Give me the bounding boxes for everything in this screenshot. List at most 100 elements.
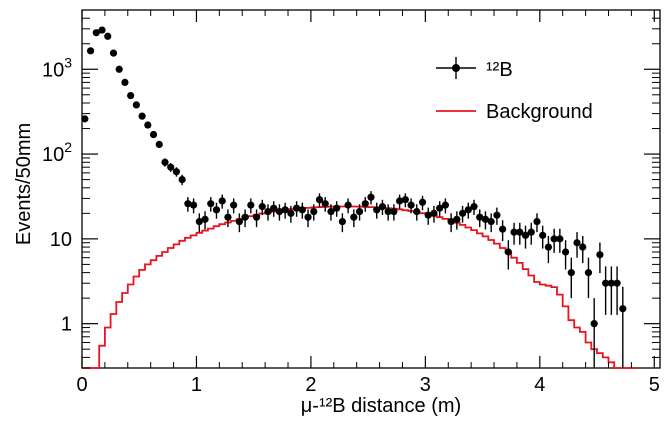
data-point [361, 197, 369, 212]
y-tick-label: 103 [42, 54, 72, 81]
data-point [218, 194, 226, 209]
data-point [155, 140, 163, 149]
data-point [430, 205, 438, 223]
point-marker [561, 248, 570, 256]
point-marker [86, 47, 95, 55]
point-marker [207, 200, 215, 208]
point-marker [241, 213, 249, 221]
data-point [298, 202, 306, 219]
data-point [275, 204, 284, 221]
x-tick-label: 4 [534, 374, 545, 396]
data-point [373, 202, 381, 219]
data-point [258, 199, 266, 216]
y-tick-label: 10 [50, 229, 72, 251]
point-marker [144, 121, 152, 129]
plot-area-frame [81, 9, 661, 369]
data-point [201, 211, 209, 230]
point-marker [298, 206, 306, 214]
point-marker [441, 201, 449, 209]
point-marker [567, 269, 575, 277]
data-point [418, 195, 427, 211]
data-point [458, 205, 467, 223]
data-point [544, 235, 553, 264]
point-marker [573, 239, 581, 247]
data-point [127, 91, 135, 100]
data-point [413, 204, 421, 221]
legend: ¹²B Background [436, 57, 593, 123]
data-point [390, 204, 398, 221]
data-point [98, 26, 106, 34]
data-point [504, 240, 512, 270]
data-point [81, 115, 89, 123]
data-point [424, 207, 432, 225]
legend-entry-background: Background [436, 101, 593, 123]
data-point [590, 298, 598, 368]
data-point [573, 232, 581, 258]
data-point [235, 213, 243, 233]
data-point [447, 213, 455, 233]
point-marker [132, 101, 140, 109]
point-marker [184, 200, 192, 208]
point-marker [550, 235, 558, 243]
data-point [315, 193, 324, 208]
data-point [527, 222, 535, 245]
point-marker [115, 65, 123, 73]
plot-frame [81, 9, 661, 369]
x-tick-label: 5 [649, 374, 660, 396]
point-marker [418, 198, 427, 206]
data-point [596, 242, 604, 274]
data-point [602, 266, 610, 315]
data-point [481, 211, 490, 230]
data-point [396, 194, 404, 209]
point-marker [104, 32, 112, 40]
legend-marker-point [452, 64, 460, 72]
point-marker [338, 217, 346, 226]
data-point [132, 101, 140, 109]
point-marker [287, 209, 295, 217]
point-marker [218, 197, 226, 205]
point-marker [453, 215, 461, 223]
point-marker [350, 213, 358, 221]
data-point [241, 209, 249, 228]
point-marker [264, 207, 272, 216]
data-point [281, 202, 289, 219]
data-point [401, 193, 409, 208]
data-point [470, 199, 478, 216]
data-point [516, 222, 524, 245]
point-marker [527, 228, 535, 236]
point-marker [447, 217, 455, 226]
y-tick-label: 1 [61, 314, 72, 336]
data-point [567, 257, 575, 299]
point-marker [516, 228, 524, 236]
point-marker [493, 211, 501, 219]
point-marker [121, 78, 129, 87]
data-point [161, 158, 169, 167]
point-marker [390, 207, 398, 216]
point-marker [579, 243, 587, 251]
point-marker [430, 209, 438, 217]
axis-labels: μ-¹²B distance (m) Events/50mm [13, 123, 461, 417]
x-tick-label: 1 [191, 374, 202, 396]
point-marker [195, 217, 203, 226]
y-tick-label: 102 [42, 139, 72, 166]
data-point [109, 49, 118, 57]
point-marker [544, 243, 553, 251]
data-point [287, 205, 295, 223]
data-point [212, 202, 221, 219]
data-point [304, 209, 312, 228]
point-marker [476, 213, 484, 221]
data-point [384, 204, 392, 221]
data-point [476, 209, 484, 228]
point-marker [304, 213, 312, 221]
data-point [344, 198, 352, 214]
data-point [464, 202, 472, 219]
data-point [184, 197, 192, 212]
data-point [224, 209, 232, 228]
data-point [149, 130, 158, 139]
data-point [247, 198, 255, 214]
point-marker [464, 206, 472, 214]
data-point [436, 201, 444, 217]
point-marker [258, 203, 266, 211]
point-marker [607, 279, 615, 287]
